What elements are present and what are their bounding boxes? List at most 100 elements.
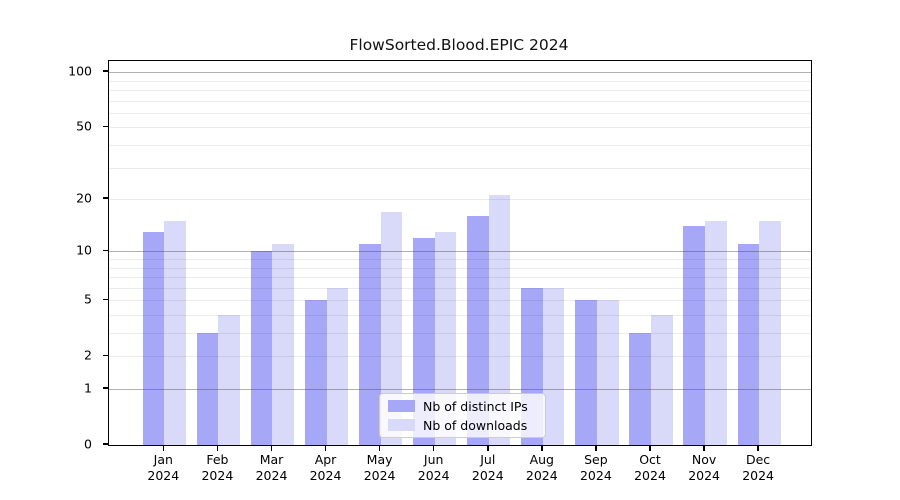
gridline-minor [109,127,811,129]
gridline-minor [109,300,811,302]
legend-swatch [388,400,415,412]
gridline-minor [109,145,811,146]
x-tick-mark [487,446,489,451]
y-tick-mark [103,443,108,445]
bar-nb-of-downloads-jan [164,221,186,445]
year-label: 2024 [688,468,720,483]
month-label: Aug [529,452,554,467]
x-tick-mark [432,446,435,451]
gridline-minor [109,112,811,114]
bar-nb-of-distinct-ips-dec [737,244,760,445]
gridline-major [109,389,811,390]
x-tick-label-aug: Aug 2024 [512,452,572,484]
gridline-minor [109,356,811,358]
year-label: 2024 [255,468,288,483]
bar-nb-of-distinct-ips-mar [250,251,273,445]
x-tick-label-nov: Nov 2024 [674,452,734,484]
x-tick-mark [595,446,597,451]
plot-area: Nb of distinct IPs Nb of downloads [108,60,812,446]
month-label: Sep [584,452,608,467]
gridline-minor [109,267,811,269]
bar-nb-of-downloads-jun [434,231,457,445]
bar-nb-of-distinct-ips-jan [142,231,165,445]
year-label: 2024 [579,468,612,483]
bar-nb-of-distinct-ips-feb [196,333,219,445]
gridline-major [109,251,811,253]
y-tick-label: 0 [84,436,92,452]
y-tick-label: 5 [84,291,92,307]
x-tick-label-jan: Jan 2024 [133,452,193,484]
y-tick-label: 20 [76,190,92,206]
bar-nb-of-distinct-ips-oct [629,333,651,445]
month-label: Feb [206,452,229,467]
y-tick-label: 1 [84,380,92,396]
bar-nb-of-downloads-sep [596,300,619,445]
x-tick-mark [649,446,651,451]
y-tick-mark [103,354,108,357]
legend-row: Nb of distinct IPs [388,399,537,414]
bar-nb-of-distinct-ips-jul [467,216,489,445]
year-label: 2024 [147,468,180,483]
x-tick-mark [541,446,543,451]
month-label: Jan [153,452,173,467]
x-tick-label-feb: Feb 2024 [187,452,247,484]
month-label: Apr [314,452,337,467]
x-tick-label-oct: Oct 2024 [620,452,680,484]
bar-nb-of-distinct-ips-sep [575,300,597,445]
gridline-minor [109,315,811,316]
bar-nb-of-downloads-feb [218,315,240,445]
bar-nb-of-downloads-jul [488,195,511,445]
x-tick-mark [757,446,759,451]
gridline-minor [109,199,811,201]
month-label: Jul [480,452,496,467]
year-label: 2024 [471,468,504,483]
gridline-minor [109,259,811,260]
month-label: Dec [745,452,771,467]
bar-nb-of-downloads-apr [326,287,349,445]
chart-title: FlowSorted.Blood.EPIC 2024 [349,36,569,54]
y-tick-label: 10 [76,242,92,258]
x-tick-label-dec: Dec 2024 [728,452,788,484]
legend-label: Nb of downloads [423,417,528,433]
x-tick-label-jun: Jun 2024 [404,452,464,484]
x-tick-mark [324,446,327,451]
month-label: Jun [423,452,444,467]
x-tick-mark [703,446,705,451]
legend-row: Nb of downloads [388,418,537,433]
month-label: Oct [639,452,661,467]
year-label: 2024 [525,468,558,483]
year-label: 2024 [634,468,666,483]
y-tick-mark [103,298,108,301]
month-label: Mar [259,452,284,467]
legend-label: Nb of distinct IPs [423,398,528,414]
x-tick-label-mar: Mar 2024 [242,452,302,484]
x-tick-label-may: May 2024 [350,452,410,484]
gridline-minor [109,167,811,169]
month-label: May [366,452,393,467]
y-tick-label: 2 [84,347,92,363]
month-label: Nov [691,452,717,467]
bar-nb-of-downloads-nov [705,221,727,445]
year-label: 2024 [363,468,396,483]
bar-nb-of-downloads-oct [650,315,673,445]
x-tick-label-jul: Jul 2024 [458,452,518,484]
year-label: 2024 [417,468,450,483]
bar-nb-of-downloads-may [380,211,403,445]
year-label: 2024 [742,468,774,483]
gridline-major [109,72,811,74]
x-tick-label-apr: Apr 2024 [296,452,356,484]
y-tick-label: 100 [68,63,92,79]
year-label: 2024 [201,468,234,483]
legend-swatch [388,419,415,431]
bar-nb-of-distinct-ips-apr [304,300,327,445]
bar-nb-of-downloads-aug [542,287,565,445]
gridline-minor [109,100,811,102]
y-tick-mark [103,249,108,252]
y-tick-mark [103,197,108,199]
gridline-minor [109,80,811,82]
y-tick-label: 50 [76,118,92,134]
x-tick-mark [162,446,165,451]
x-tick-mark [270,446,273,451]
y-tick-mark [103,125,108,128]
